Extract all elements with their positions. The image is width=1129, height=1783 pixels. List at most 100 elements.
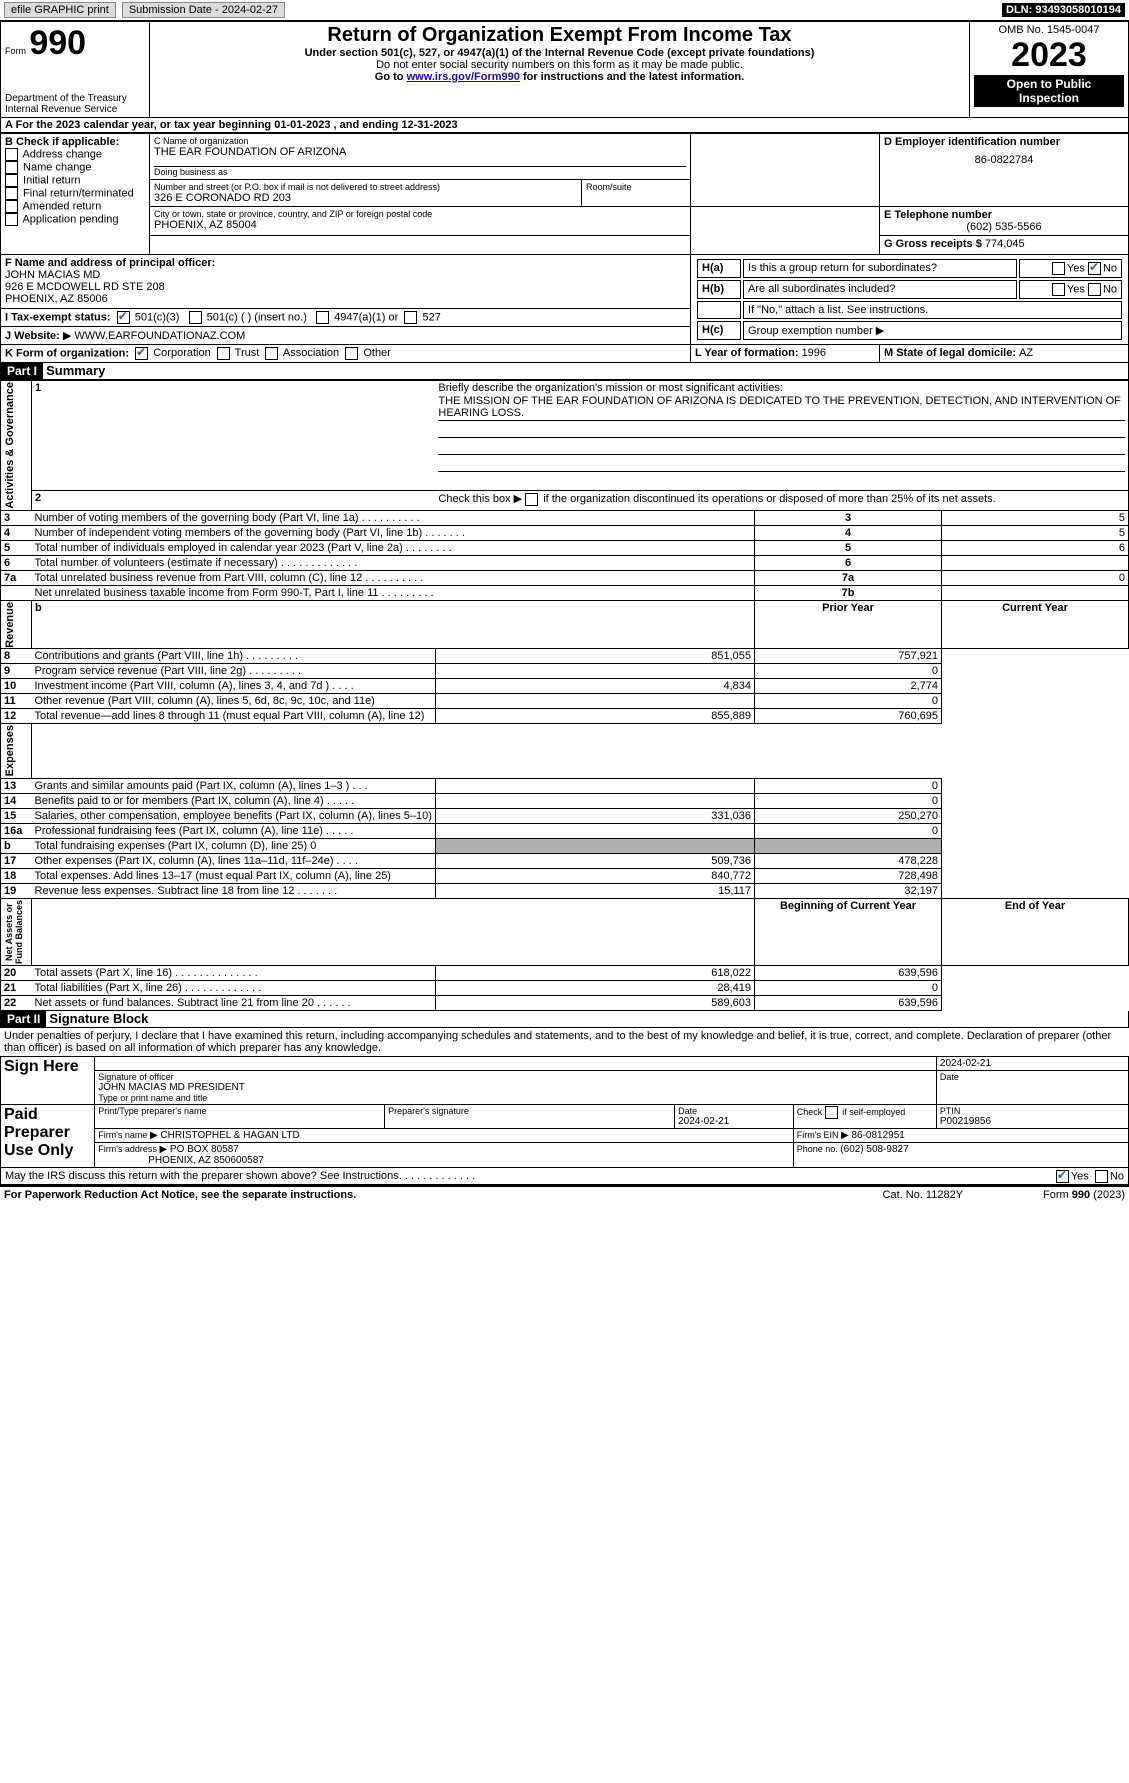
- F-label: F Name and address of principal officer:: [5, 257, 215, 269]
- discuss-yes-checkbox[interactable]: [1056, 1170, 1069, 1183]
- spacer-1: [691, 134, 880, 207]
- ptin-label: PTIN: [940, 1106, 1125, 1116]
- box-D: D Employer identification number 86-0822…: [880, 134, 1129, 207]
- officer-nametitle: JOHN MACIAS MD PRESIDENT: [98, 1082, 933, 1093]
- sign-here-label: Sign Here: [1, 1056, 95, 1104]
- box-H: H(a)Is this a group return for subordina…: [691, 255, 1129, 345]
- efile-button[interactable]: efile GRAPHIC print: [4, 2, 116, 18]
- box-C-city: City or town, state or province, country…: [150, 207, 691, 236]
- box-J: J Website: ▶ WWW.EARFOUNDATIONAZ.COM: [1, 326, 691, 344]
- partI-bar: Part I: [1, 363, 43, 379]
- room-label: Room/suite: [586, 182, 686, 192]
- goto-prefix: Go to: [375, 71, 407, 83]
- form-number: 990: [29, 24, 86, 62]
- mission-label: Briefly describe the organization's miss…: [438, 382, 782, 394]
- header-info-table: B Check if applicable: Address change Na…: [0, 133, 1129, 363]
- K-checkbox[interactable]: [135, 347, 148, 360]
- line2-checkbox[interactable]: [525, 493, 538, 506]
- Hb-yes-checkbox[interactable]: [1052, 283, 1065, 296]
- footer-left: For Paperwork Reduction Act Notice, see …: [4, 1189, 356, 1201]
- col-end: End of Year: [942, 898, 1129, 965]
- B-checkbox[interactable]: [5, 148, 18, 161]
- E-label: E Telephone number: [884, 209, 992, 221]
- opt-501c3: 501(c)(3): [135, 311, 180, 323]
- box-C-room: Room/suite: [582, 180, 691, 207]
- date-label: Date: [940, 1072, 1125, 1082]
- prep-date: 2024-02-21: [678, 1116, 729, 1127]
- vlabel-revenue: Revenue: [4, 602, 16, 648]
- sig-date: 2024-02-21: [940, 1058, 991, 1069]
- K-checkbox[interactable]: [265, 347, 278, 360]
- state-domicile: AZ: [1019, 347, 1033, 359]
- spacer-3: [150, 236, 691, 255]
- K-checkbox[interactable]: [345, 347, 358, 360]
- line-A-prefix: A For the 2023 calendar year, or tax yea…: [5, 119, 274, 131]
- vlabel-governance: Activities & Governance: [4, 382, 16, 509]
- no-label: No: [1103, 262, 1117, 274]
- prep-sig-label: Preparer's signature: [388, 1106, 671, 1116]
- form-label: Form: [5, 46, 26, 56]
- ptin-value: P00219856: [940, 1116, 991, 1127]
- firm-ein: 86-0812951: [851, 1130, 904, 1141]
- I-label: I Tax-exempt status:: [5, 311, 111, 323]
- firm-name-label: Firm's name: [98, 1130, 150, 1140]
- I-501c-checkbox[interactable]: [189, 311, 202, 324]
- L-label: L Year of formation:: [695, 347, 802, 359]
- self-employed-checkbox[interactable]: [825, 1106, 838, 1119]
- vlabel-net: Net Assets or Fund Balances: [4, 900, 24, 964]
- box-L: L Year of formation: 1996: [691, 345, 880, 363]
- Ha-yes-checkbox[interactable]: [1052, 262, 1065, 275]
- prep-date-label: Date: [678, 1106, 790, 1116]
- B-checkbox[interactable]: [5, 187, 18, 200]
- box-G: G Gross receipts $ 774,045: [880, 236, 1129, 255]
- officer-type-label: Type or print name and title: [98, 1093, 933, 1103]
- Hb-no-checkbox[interactable]: [1088, 283, 1101, 296]
- officer-name: JOHN MACIAS MD: [5, 269, 686, 281]
- col-current: Current Year: [942, 600, 1129, 649]
- firm-ein-label: Firm's EIN: [797, 1130, 841, 1140]
- top-toolbar: efile GRAPHIC print Submission Date - 20…: [0, 0, 1129, 21]
- discuss-no-checkbox[interactable]: [1095, 1170, 1108, 1183]
- firm-name: CHRISTOPHEL & HAGAN LTD: [160, 1130, 299, 1141]
- Ha-no-checkbox[interactable]: [1088, 262, 1101, 275]
- partII-bar: Part II: [1, 1011, 46, 1027]
- J-label: J Website:: [5, 330, 63, 342]
- I-4947-checkbox[interactable]: [316, 311, 329, 324]
- G-label: G Gross receipts $: [884, 238, 985, 250]
- opt-527: 527: [422, 311, 440, 323]
- mission-text: THE MISSION OF THE EAR FOUNDATION OF ARI…: [438, 394, 1125, 421]
- irs-link[interactable]: www.irs.gov/Form990: [407, 71, 520, 83]
- paid-preparer-label: Paid Preparer Use Only: [1, 1104, 95, 1167]
- city-label: City or town, state or province, country…: [154, 209, 686, 219]
- firm-addr1: PO BOX 80587: [170, 1144, 239, 1155]
- I-501c3-checkbox[interactable]: [117, 311, 130, 324]
- B-checkbox[interactable]: [5, 200, 18, 213]
- line-A: A For the 2023 calendar year, or tax yea…: [0, 118, 1129, 133]
- dln-badge: DLN: 93493058010194: [1002, 3, 1125, 17]
- phone-value: (602) 535-5566: [884, 221, 1124, 233]
- box-F: F Name and address of principal officer:…: [1, 255, 691, 309]
- B-checkbox[interactable]: [5, 174, 18, 187]
- box-C-addr: Number and street (or P.O. box if mail i…: [150, 180, 582, 207]
- firm-phone: (602) 508-9827: [840, 1144, 908, 1155]
- K-label: K Form of organization:: [5, 347, 129, 359]
- addr-label: Number and street (or P.O. box if mail i…: [154, 182, 577, 192]
- public-inspection-badge: Open to Public Inspection: [974, 75, 1124, 107]
- street-address: 326 E CORONADO RD 203: [154, 192, 577, 204]
- year-formation: 1996: [802, 347, 826, 359]
- firm-addr2: PHOENIX, AZ 850600587: [148, 1155, 264, 1166]
- year-box: OMB No. 1545-0047 2023 Open to Public In…: [970, 22, 1129, 118]
- prep-name-label: Print/Type preparer's name: [98, 1106, 381, 1116]
- I-527-checkbox[interactable]: [404, 311, 417, 324]
- B-checkbox[interactable]: [5, 161, 18, 174]
- box-M: M State of legal domicile: AZ: [880, 345, 1129, 363]
- subtitle-1: Under section 501(c), 527, or 4947(a)(1)…: [305, 47, 815, 59]
- gross-receipts: 774,045: [985, 238, 1025, 250]
- K-checkbox[interactable]: [217, 347, 230, 360]
- partII-title: Signature Block: [49, 1011, 148, 1026]
- B-checkbox[interactable]: [5, 213, 18, 226]
- subtitle-2: Do not enter social security numbers on …: [154, 59, 965, 71]
- partI-title: Summary: [46, 363, 105, 378]
- goto-suffix: for instructions and the latest informat…: [523, 71, 744, 83]
- opt-4947: 4947(a)(1) or: [334, 311, 398, 323]
